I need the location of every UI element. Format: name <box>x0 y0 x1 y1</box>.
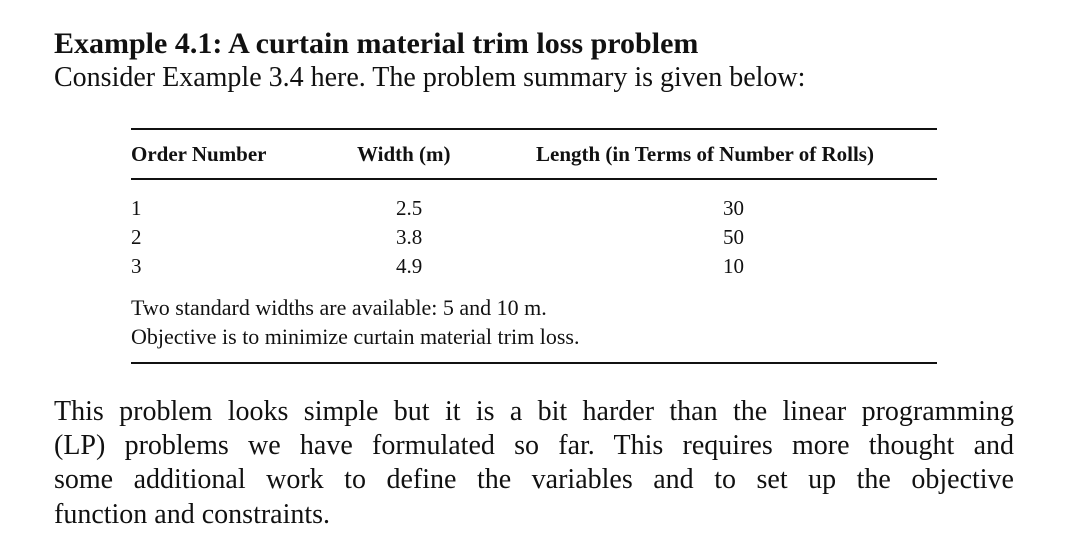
table-row: 3 4.9 10 <box>0 252 1080 280</box>
cell-order-number: 2 <box>131 225 142 249</box>
header-length: Length (in Terms of Number of Rolls) <box>536 142 874 166</box>
paragraph-line: (LP) problems we have formulated so far.… <box>54 430 1014 461</box>
example-intro: Consider Example 3.4 here. The problem s… <box>54 62 806 93</box>
cell-width: 2.5 <box>396 196 423 220</box>
header-order-number: Order Number <box>131 142 267 166</box>
table-header-rule <box>131 178 937 180</box>
cell-length: 10 <box>723 254 744 278</box>
cell-width: 3.8 <box>396 225 423 249</box>
paragraph-line: This problem looks simple but it is a bi… <box>54 396 1014 427</box>
cell-length: 30 <box>723 196 744 220</box>
table-note-objective: Objective is to minimize curtain materia… <box>131 324 580 349</box>
table-row: 2 3.8 50 <box>0 223 1080 251</box>
cell-order-number: 3 <box>131 254 142 278</box>
header-width: Width (m) <box>357 142 451 166</box>
table-bottom-rule <box>131 362 937 364</box>
paragraph-line: some additional work to define the varia… <box>54 464 1014 495</box>
table-row: 1 2.5 30 <box>0 194 1080 222</box>
table-top-rule <box>131 128 937 130</box>
paragraph-line: function and constraints. <box>54 499 331 530</box>
cell-order-number: 1 <box>131 196 142 220</box>
table-note-standard-widths: Two standard widths are available: 5 and… <box>131 295 547 320</box>
example-heading: Example 4.1: A curtain material trim los… <box>54 27 699 60</box>
cell-width: 4.9 <box>396 254 423 278</box>
cell-length: 50 <box>723 225 744 249</box>
